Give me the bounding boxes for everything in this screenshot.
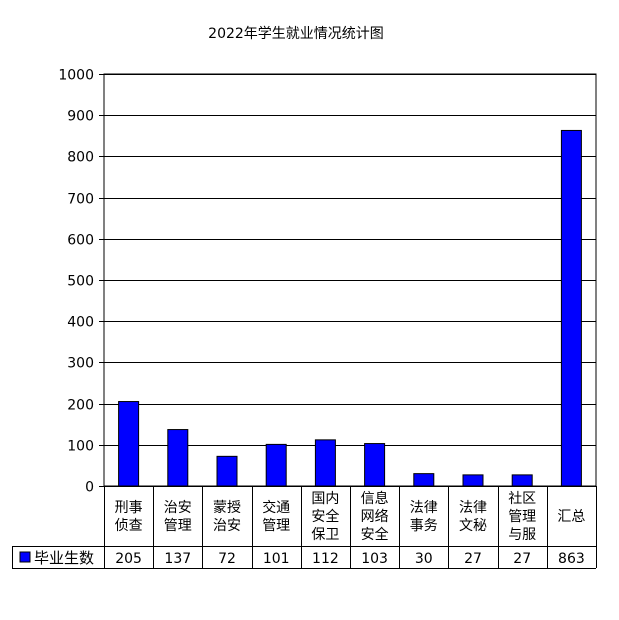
bar [462,474,484,487]
data-label: 72 [218,551,236,567]
category-label: 法律 [459,500,487,516]
data-label: 205 [115,551,142,567]
bars [118,129,582,487]
category-label: 治安 [164,500,192,516]
category-label: 管理 [164,518,192,534]
data-label: 27 [513,551,531,567]
category-label: 网络 [361,509,389,525]
data-label: 112 [312,551,339,567]
category-label: 与服 [508,527,536,543]
data-label: 27 [464,551,482,567]
bar [265,443,287,487]
category-label: 国内 [311,491,339,507]
data-label: 863 [558,551,585,567]
y-tick-label: 300 [67,356,94,372]
chart-title: 2022年学生就业情况统计图 [208,26,384,42]
y-tick-label: 200 [67,398,94,414]
bar [413,473,435,487]
bar [560,129,582,487]
category-label: 安全 [311,508,339,525]
category-label: 社区 [508,491,536,507]
y-tick-label: 600 [67,233,94,249]
y-tick-label: 800 [67,150,94,166]
y-tick-label: 1000 [58,68,94,84]
bar [167,429,189,487]
bar [216,455,238,487]
bar [314,439,336,487]
y-tick-label: 100 [67,439,94,455]
data-label: 101 [263,551,290,567]
y-tick-label: 700 [67,192,94,208]
y-tick-label: 0 [85,480,94,496]
legend-swatch [19,551,31,563]
data-label: 137 [164,551,191,567]
bar [118,401,140,487]
category-label: 侦查 [115,518,143,534]
bar [511,474,533,487]
y-tick-label: 400 [67,315,94,331]
data-label: 30 [415,551,433,567]
y-tick-label: 900 [67,109,94,125]
category-label: 文秘 [459,518,487,534]
data-table: 刑事侦查治安管理蒙授治安交通管理国内安全保卫信息网络安全法律事务法律文秘社区管理… [12,486,597,569]
category-label: 治安 [213,518,241,534]
category-label: 蒙授 [213,500,241,516]
bar [364,443,386,487]
category-label: 保卫 [311,527,339,543]
category-label: 交通 [262,499,290,516]
category-label: 信息 [361,490,389,507]
category-label: 管理 [508,509,536,525]
y-tick-label: 500 [67,274,94,290]
category-label: 管理 [262,518,290,534]
category-label: 事务 [410,518,438,534]
data-label: 103 [361,551,388,567]
category-label: 安全 [361,526,389,543]
gridlines [103,73,597,487]
category-label: 刑事 [115,500,143,516]
y-axis: 0 100 200 300 400 500 600 700 800 900 1000 [58,68,104,496]
category-label: 汇总 [557,509,585,525]
legend-label: 毕业生数 [34,549,94,567]
category-label: 法律 [410,500,438,516]
